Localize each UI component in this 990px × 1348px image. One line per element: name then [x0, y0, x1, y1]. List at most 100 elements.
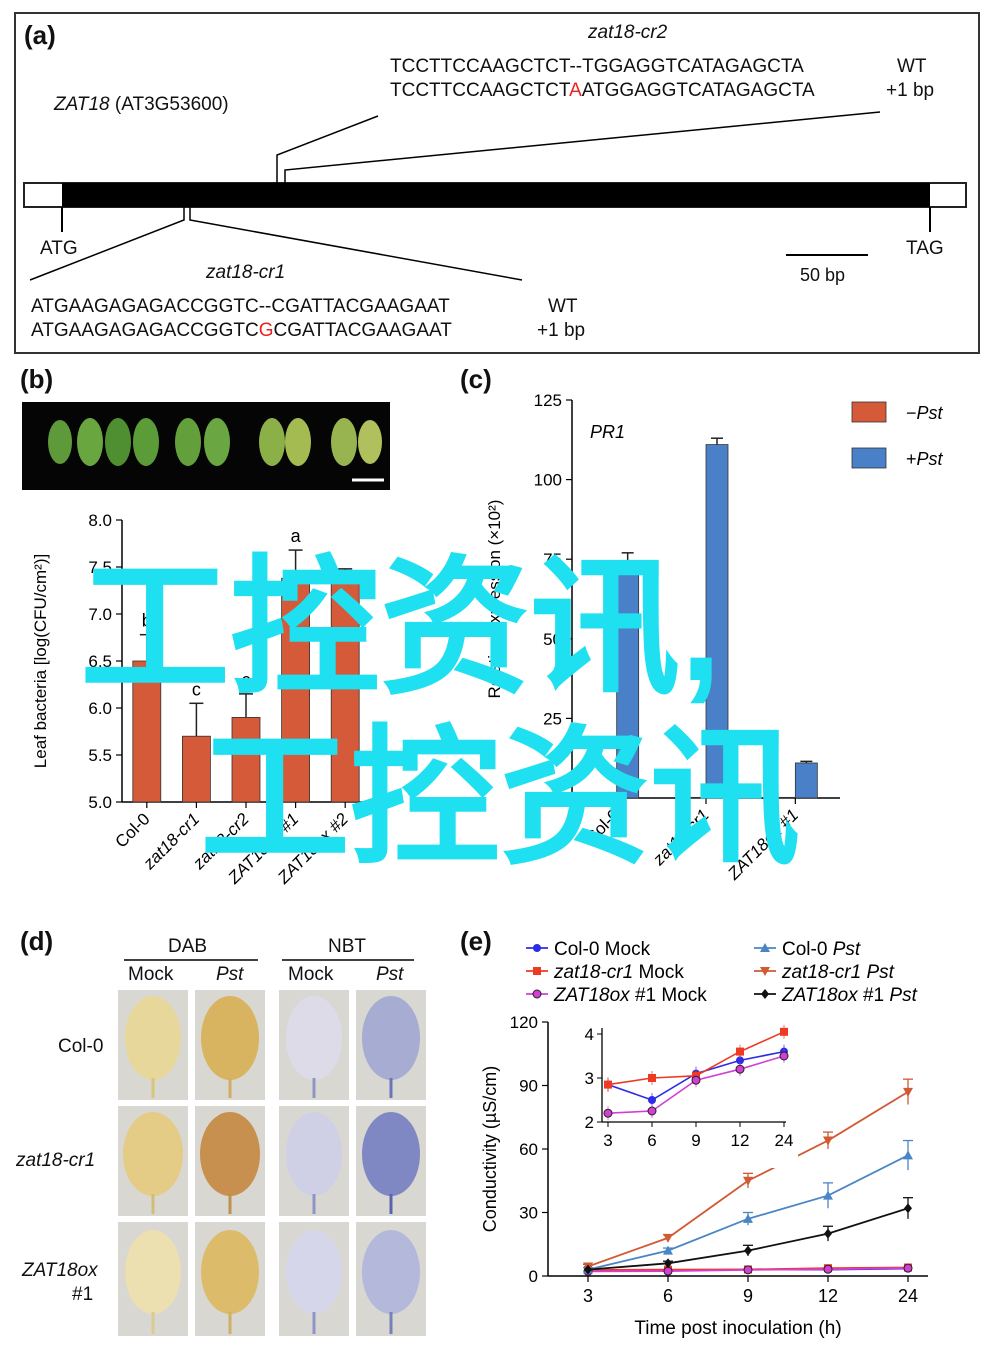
stained-leaves	[118, 990, 426, 1336]
e-point	[744, 1245, 752, 1256]
leaf-pair-4	[259, 418, 311, 466]
e-inset-point	[603, 1108, 613, 1118]
col-mock-2: Mock	[288, 964, 334, 985]
c-ytick-label: 75	[543, 550, 562, 569]
atg-label: ATG	[40, 238, 78, 259]
b-ytick-label: 7.5	[88, 558, 112, 577]
e-y-axis-label: Conductivity (µS/cm)	[480, 1066, 500, 1232]
c-bar-0-1	[683, 796, 707, 799]
c-legend-label-1: +Pst	[906, 449, 944, 469]
e-inset-point	[691, 1075, 701, 1085]
b-bar-2	[231, 716, 261, 803]
c-y-axis-label: Relative expression (×10²)	[485, 500, 504, 699]
e-legend-label-2: ZAT18ox #1 Mock	[553, 985, 707, 1006]
e-inset-point	[735, 1064, 745, 1074]
cr1-insertion: G	[258, 320, 274, 341]
panel-a	[14, 12, 980, 354]
b-significance-letter: a	[291, 526, 302, 546]
row-label-col0: Col-0	[58, 1036, 104, 1057]
col-mock-1: Mock	[128, 964, 174, 985]
e-xtick-label: 6	[663, 1286, 673, 1306]
e-legend-label-4: zat18-cr1 Pst	[781, 962, 895, 983]
leaf-pair-5	[331, 418, 382, 466]
row-label-cr1: zat18-cr1	[16, 1150, 96, 1171]
col-pst-1: Pst	[216, 964, 244, 985]
panel-d-label: (d)	[20, 926, 54, 956]
e-inset-point	[647, 1106, 657, 1116]
e-point	[904, 1203, 912, 1214]
panel-e-label: (e)	[460, 926, 492, 956]
cr1-mut-sequence: ATGAAGAGAGACCGGTCGCGATTACGAAGAAT	[31, 320, 452, 341]
panel-c-label: (c)	[460, 364, 492, 394]
e-legend-marker-0	[533, 944, 541, 952]
e-xtick-label: 3	[583, 1286, 593, 1306]
e-point	[663, 1233, 673, 1243]
e-point	[663, 1245, 673, 1255]
tag-label: TAG	[906, 238, 944, 259]
leaf-row-zat18ox	[118, 1222, 426, 1336]
c-bar-1-2	[794, 762, 818, 799]
e-point	[743, 1176, 753, 1186]
c-legend-swatch-0	[851, 401, 887, 423]
b-significance-letter: b	[142, 611, 152, 631]
leaf-pair-1	[48, 418, 103, 466]
cr1-callout-left	[29, 207, 185, 281]
b-ytick-label: 7.0	[88, 605, 112, 624]
cr1-mut-label: +1 bp	[537, 320, 586, 341]
b-significance-letter: c	[192, 679, 201, 699]
stain-nbt-label: NBT	[328, 936, 366, 957]
e-inset-ytick-label: 4	[585, 1025, 594, 1044]
c-ytick-label: 125	[534, 391, 562, 410]
e-inset-point	[780, 1027, 788, 1036]
e-xtick-label: 24	[898, 1286, 918, 1306]
row-label-ox-b: #1	[72, 1284, 94, 1305]
c-ytick-label: 0	[553, 789, 562, 808]
e-inset-ytick-label: 2	[585, 1113, 594, 1132]
e-ytick-label: 0	[529, 1267, 538, 1286]
stain-header-lines	[124, 959, 414, 961]
c-ytick-label: 50	[543, 630, 562, 649]
leaf-row-cr1	[118, 1106, 426, 1216]
b-ytick-label: 6.0	[88, 699, 112, 718]
e-inset-point	[779, 1051, 789, 1061]
c-gene-label: PR1	[590, 422, 625, 442]
b-bar-1	[181, 735, 211, 803]
e-point	[743, 1265, 753, 1275]
e-legend-marker-5	[761, 989, 769, 999]
e-legend-marker-3	[760, 943, 770, 952]
e-x-axis-label: Time post inoculation (h)	[634, 1318, 841, 1339]
scale-bar-label: 50 bp	[800, 265, 846, 285]
e-point	[823, 1264, 833, 1274]
e-inset-point	[604, 1080, 612, 1089]
e-inset-background	[568, 1020, 798, 1168]
c-bar-1-0	[616, 561, 640, 799]
panel-a-label: (a)	[24, 20, 56, 50]
cr2-wt-label: WT	[897, 56, 927, 77]
e-inset-point	[736, 1056, 744, 1065]
e-point	[824, 1228, 832, 1239]
cr1-callout-right	[189, 207, 523, 281]
e-inset-xtick-label: 9	[691, 1131, 700, 1150]
e-point	[663, 1266, 673, 1276]
c-xtick-label: Col-0	[581, 805, 623, 847]
leaf-pair-2	[105, 418, 159, 466]
e-point	[903, 1087, 913, 1097]
cr2-callout-left	[276, 115, 379, 183]
e-point	[823, 1190, 833, 1200]
col-pst-2: Pst	[376, 964, 404, 985]
cr2-wt-sequence: TCCTTCCAAGCTCT--TGGAGGTCATAGAGCTA	[390, 56, 804, 77]
panel-b-label: (b)	[20, 364, 54, 394]
e-xtick-label: 9	[743, 1286, 753, 1306]
e-ytick-label: 90	[519, 1077, 538, 1096]
b-y-axis-label: Leaf bacteria [log(CFU/cm²)]	[31, 554, 50, 768]
c-bar-1-1	[705, 444, 729, 799]
gene-title: ZAT18 (AT3G53600)	[54, 94, 229, 115]
e-legend-label-1: zat18-cr1 Mock	[553, 962, 684, 983]
cr2-callout-right	[284, 111, 881, 183]
b-significance-letter: c	[242, 670, 251, 690]
c-legend-label-0: −Pst	[906, 403, 944, 423]
cr1-wt-sequence: ATGAAGAGAGACCGGTC--CGATTACGAAGAAT	[31, 296, 450, 317]
cr2-mut-label: +1 bp	[886, 80, 935, 101]
c-legend-swatch-1	[851, 447, 887, 469]
